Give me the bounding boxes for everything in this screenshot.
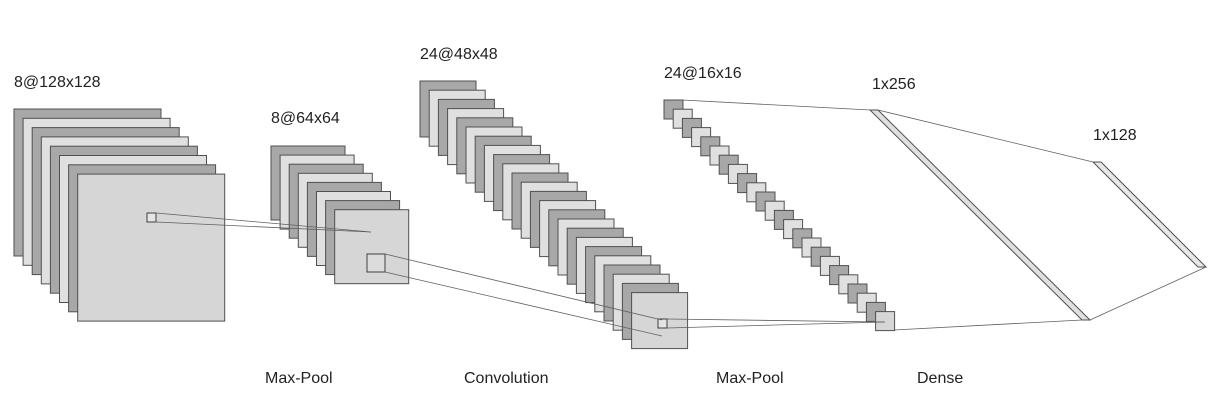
label-op-max-pool-1: Max-Pool	[265, 370, 333, 387]
label-op-max-pool-2: Max-Pool	[716, 370, 784, 387]
kernel-conv	[657, 318, 668, 329]
label-pool2-shape: 24@16x16	[664, 65, 742, 82]
pool2-feature-map-24	[875, 311, 896, 332]
dense-layer-128	[1091, 161, 1208, 268]
dense-layer-256	[868, 109, 1092, 321]
maxpool1-feature-maps-stack	[270, 145, 410, 285]
conv-feature-maps-stack	[419, 80, 689, 350]
label-dense1-shape: 1x256	[872, 76, 916, 93]
maxpool2-feature-maps-stack	[663, 99, 896, 332]
kernel-pool1	[366, 253, 386, 273]
label-op-convolution: Convolution	[464, 370, 549, 387]
input-feature-maps-stack	[13, 108, 226, 322]
label-conv-shape: 24@48x48	[420, 46, 498, 63]
label-op-dense: Dense	[917, 370, 963, 387]
label-pool1-shape: 8@64x64	[271, 110, 340, 127]
label-dense2-shape: 1x128	[1093, 127, 1137, 144]
projection-lines	[155, 99, 1207, 337]
pool1-feature-map-8	[334, 209, 410, 285]
label-input-shape: 8@128x128	[14, 74, 101, 91]
input-feature-map-8	[77, 173, 226, 322]
kernel-input	[146, 212, 157, 223]
